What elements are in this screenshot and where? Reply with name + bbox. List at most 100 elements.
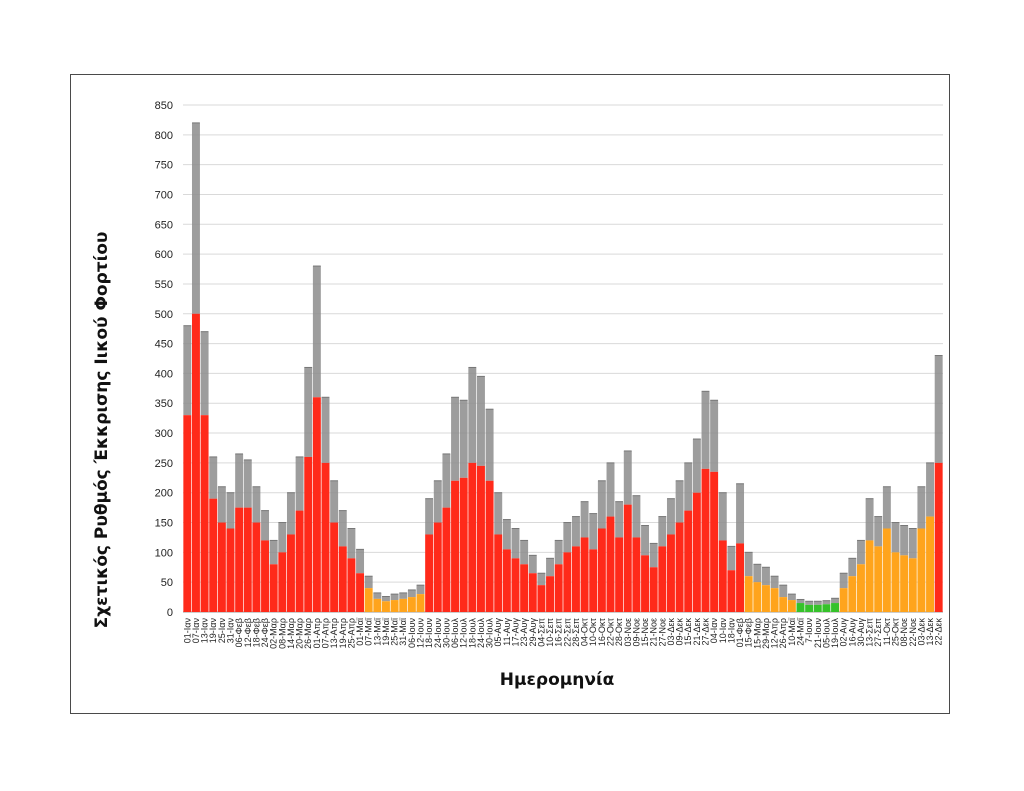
bar: [520, 564, 529, 612]
error-bar: [502, 519, 511, 550]
error-bar: [856, 540, 865, 565]
bar: [597, 528, 606, 612]
x-tick-label: 01-Απρ: [312, 618, 322, 648]
error-bar: [571, 516, 580, 547]
bar: [546, 576, 555, 612]
error-bar: [468, 367, 477, 463]
x-tick-label: 22-Δεκ: [934, 618, 944, 646]
bar: [770, 588, 779, 612]
bar: [416, 594, 425, 612]
x-tick-label: 15-Δεκ: [683, 618, 693, 646]
bar: [451, 480, 460, 612]
bar: [433, 522, 442, 612]
error-bar: [304, 367, 313, 457]
x-tick-label: 23-Αυγ: [519, 618, 529, 647]
x-tick-label: 22-Νοε: [908, 618, 918, 647]
bar: [528, 573, 537, 612]
error-bar: [908, 528, 917, 559]
error-bar: [718, 492, 727, 541]
error-bar: [330, 480, 339, 523]
bar: [459, 477, 468, 612]
error-bar: [779, 585, 788, 598]
bar: [641, 555, 650, 612]
bar: [874, 546, 883, 612]
x-tick-label: 10-Σεπ: [545, 618, 555, 647]
x-tick-label: 19-Ιουλ: [830, 618, 840, 648]
x-axis-tick-labels: 01-Ιαν07-Ιαν13-Ιαν19-Ιαν25-Ιαν31-Ιαν06-Φ…: [182, 617, 943, 649]
bar: [813, 604, 822, 612]
bar: [304, 456, 313, 612]
bar: [900, 555, 909, 612]
bar: [684, 510, 693, 612]
bar: [399, 598, 408, 612]
x-tick-label: 13-Σεπ: [865, 618, 875, 647]
bar: [615, 537, 624, 612]
x-tick-label: 01-Φεβ: [735, 618, 745, 647]
bar: [476, 465, 485, 612]
error-bar: [891, 522, 900, 553]
error-bar: [511, 528, 520, 559]
x-tick-label: 25-Οκτ: [891, 618, 901, 647]
error-bar: [235, 453, 244, 508]
x-tick-label: 07-Ιαν: [191, 618, 201, 644]
bar: [917, 528, 926, 612]
x-tick-label: 22-Οκτ: [606, 618, 616, 647]
error-bar: [736, 483, 745, 544]
error-bar: [183, 325, 192, 416]
x-tick-label: 25-Απρ: [346, 618, 356, 648]
error-bar: [528, 555, 537, 574]
error-bar: [494, 492, 503, 535]
y-tick-label: 100: [155, 547, 173, 559]
bar: [848, 576, 857, 612]
x-tick-label: 18-Ιαν: [726, 618, 736, 644]
bar: [364, 588, 373, 612]
y-tick-label: 200: [155, 488, 173, 500]
bar: [882, 528, 891, 612]
x-tick-label: 12-Ιουλ: [459, 618, 469, 648]
x-tick-label: 25-Ιαν: [217, 618, 227, 644]
x-tick-label: 04-Ιαν: [709, 618, 719, 644]
x-tick-label: 06-Ιουν: [407, 618, 417, 648]
x-tick-label: 02-Αυγ: [839, 618, 849, 647]
error-bar: [191, 122, 200, 314]
bars-layer: [183, 313, 943, 612]
error-bar: [546, 558, 555, 577]
x-tick-label: 09-Νοε: [631, 618, 641, 647]
x-tick-label: 12-Φεβ: [243, 618, 253, 647]
x-tick-label: 11-Αυγ: [502, 618, 512, 646]
chart-frame: 0 50 100 150 200 250 300 350 400 450 500 550 600 650 7…: [70, 74, 950, 714]
error-bar: [520, 540, 529, 565]
x-tick-label: 16-Οκτ: [597, 618, 607, 647]
x-tick-label: 26-Μαρ: [303, 618, 313, 649]
bar: [554, 564, 563, 612]
error-bar: [286, 492, 295, 535]
x-tick-label: 22-Σεπ: [562, 618, 572, 647]
x-tick-label: 09-Δεκ: [675, 618, 685, 646]
x-tick-label: 15-Φεβ: [744, 618, 754, 647]
error-bar: [666, 498, 675, 535]
bar: [589, 549, 598, 612]
x-tick-label: 05-Αυγ: [493, 618, 503, 647]
x-tick-label: 06-Ιουλ: [450, 618, 460, 648]
y-tick-label: 0: [167, 607, 173, 619]
y-tick-label: 750: [155, 160, 173, 172]
bar: [701, 468, 710, 612]
y-tick-label: 800: [155, 130, 173, 142]
error-bar: [261, 510, 270, 541]
y-tick-label: 550: [155, 279, 173, 291]
bar: [356, 573, 365, 612]
error-bar: [451, 397, 460, 481]
bar: [295, 510, 304, 612]
x-tick-label: 04-Οκτ: [580, 618, 590, 647]
bar: [718, 540, 727, 612]
x-tick-label: 07-Απρ: [321, 618, 331, 648]
error-bar: [787, 594, 796, 601]
error-bar: [822, 600, 831, 605]
bar: [209, 498, 218, 612]
bar: [744, 576, 753, 612]
error-bar: [381, 596, 390, 602]
bar: [407, 597, 416, 612]
error-bar: [269, 540, 278, 565]
y-tick-label: 250: [155, 458, 173, 470]
x-tick-label: 13-Δεκ: [925, 618, 935, 646]
